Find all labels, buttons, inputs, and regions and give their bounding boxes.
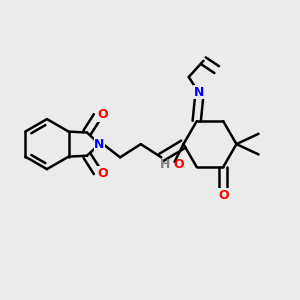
Text: O: O — [173, 158, 184, 171]
Text: N: N — [194, 86, 204, 99]
Text: O: O — [97, 108, 108, 122]
Text: O: O — [218, 188, 229, 202]
Text: O: O — [97, 167, 108, 180]
Text: H: H — [160, 158, 170, 171]
Text: N: N — [94, 138, 105, 151]
